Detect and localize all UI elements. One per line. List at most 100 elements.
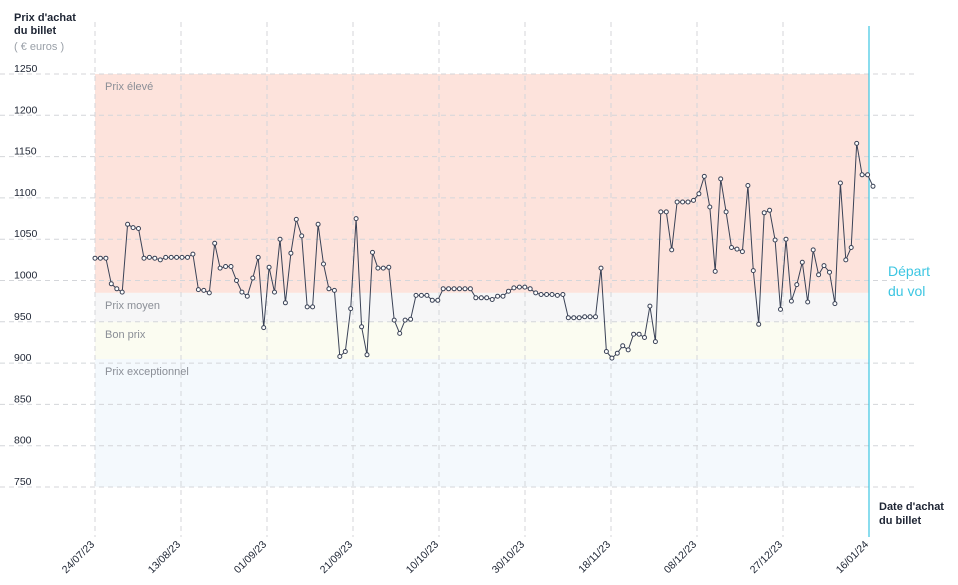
x-axis-title-line-1: Date d'achat: [879, 501, 944, 513]
data-point: [783, 236, 789, 242]
data-point: [680, 199, 686, 205]
data-point: [854, 140, 860, 146]
data-point: [217, 265, 223, 271]
data-point: [636, 331, 642, 337]
data-point: [261, 325, 267, 331]
y-tick-label: 1100: [14, 187, 37, 199]
data-point: [816, 272, 822, 278]
data-point: [712, 268, 718, 274]
data-point: [511, 285, 517, 291]
data-point: [506, 288, 511, 294]
x-tick-label: 16/01/24: [834, 539, 871, 576]
data-point: [467, 286, 473, 292]
data-point: [614, 350, 620, 356]
x-axis-title-line-2: du billet: [879, 515, 922, 527]
data-point: [429, 297, 435, 303]
data-point: [397, 330, 403, 336]
data-point: [228, 264, 234, 269]
data-point: [865, 172, 871, 178]
data-point: [114, 286, 120, 292]
data-point: [718, 176, 724, 182]
data-point: [799, 259, 805, 265]
data-point: [446, 286, 452, 292]
data-point: [598, 265, 604, 271]
y-axis-title-line-1: Prix d'achat: [14, 12, 76, 24]
data-point: [827, 269, 832, 275]
departure-label: Départ du vol: [888, 261, 958, 301]
data-point: [103, 255, 109, 261]
y-tick-label: 800: [14, 435, 32, 447]
x-tick-label: 27/12/23: [748, 539, 785, 576]
data-point: [174, 254, 180, 260]
data-point: [386, 264, 392, 270]
data-point: [108, 281, 114, 287]
data-point: [146, 254, 152, 260]
y-tick-labels: 750 800 850 900 950 1000 1050 1100 1150 1200 1250: [14, 63, 38, 488]
data-point: [310, 304, 316, 310]
data-point: [375, 265, 381, 271]
data-point: [772, 237, 778, 243]
data-point: [92, 255, 98, 261]
y-tick-label: 1000: [14, 270, 38, 282]
data-point: [729, 245, 734, 250]
price-series: [92, 140, 876, 361]
data-point: [391, 317, 397, 323]
data-point: [212, 240, 218, 246]
data-point: [451, 286, 457, 292]
data-point: [821, 263, 827, 269]
data-point: [331, 287, 337, 293]
band-0: [95, 74, 869, 293]
data-point: [734, 246, 740, 252]
horizontal-gridlines: [0, 73, 918, 488]
data-point: [239, 289, 245, 295]
data-point: [778, 306, 783, 312]
x-tick-label: 18/11/23: [576, 539, 613, 576]
x-tick-labels: 24/07/23 13/08/23 01/09/23 21/09/23 10/10/23…: [60, 539, 871, 577]
data-point: [788, 298, 794, 304]
data-point: [457, 286, 462, 292]
data-point: [299, 233, 305, 239]
data-point: [277, 236, 283, 242]
data-point: [745, 183, 751, 188]
band-2: [95, 321, 869, 359]
data-point: [560, 292, 566, 297]
data-point: [478, 295, 484, 301]
data-point: [696, 191, 702, 197]
data-point: [538, 292, 544, 297]
data-point: [647, 303, 653, 309]
data-point: [462, 286, 468, 292]
data-point: [522, 284, 528, 290]
x-tick-label: 13/08/23: [146, 539, 183, 576]
data-point: [620, 343, 626, 349]
data-point: [549, 292, 555, 297]
band-label: Prix moyen: [105, 300, 160, 312]
data-point: [206, 290, 212, 296]
data-point: [255, 254, 261, 260]
data-point: [342, 349, 348, 354]
data-point: [288, 250, 294, 256]
data-point: [642, 335, 647, 340]
data-point: [603, 349, 609, 354]
data-point: [500, 293, 506, 299]
data-point: [190, 251, 196, 257]
data-point: [353, 216, 359, 222]
vertical-gridlines: [94, 22, 784, 537]
data-point: [582, 314, 588, 320]
data-point: [658, 209, 664, 215]
data-point: [837, 180, 843, 186]
data-point: [234, 278, 239, 283]
data-point: [136, 226, 141, 231]
y-tick-label: 850: [14, 393, 32, 405]
x-tick-label: 21/09/23: [318, 539, 355, 576]
data-point: [473, 295, 479, 301]
y-tick-label: 1250: [14, 63, 38, 75]
y-tick-label: 900: [14, 352, 32, 364]
data-point: [130, 225, 136, 231]
data-point: [424, 292, 430, 298]
data-point: [805, 299, 811, 305]
data-point: [516, 284, 522, 290]
departure-label-line-2: du vol: [888, 283, 926, 299]
data-point: [489, 297, 495, 302]
data-point: [794, 282, 800, 288]
x-tick-label: 08/12/23: [662, 539, 699, 576]
